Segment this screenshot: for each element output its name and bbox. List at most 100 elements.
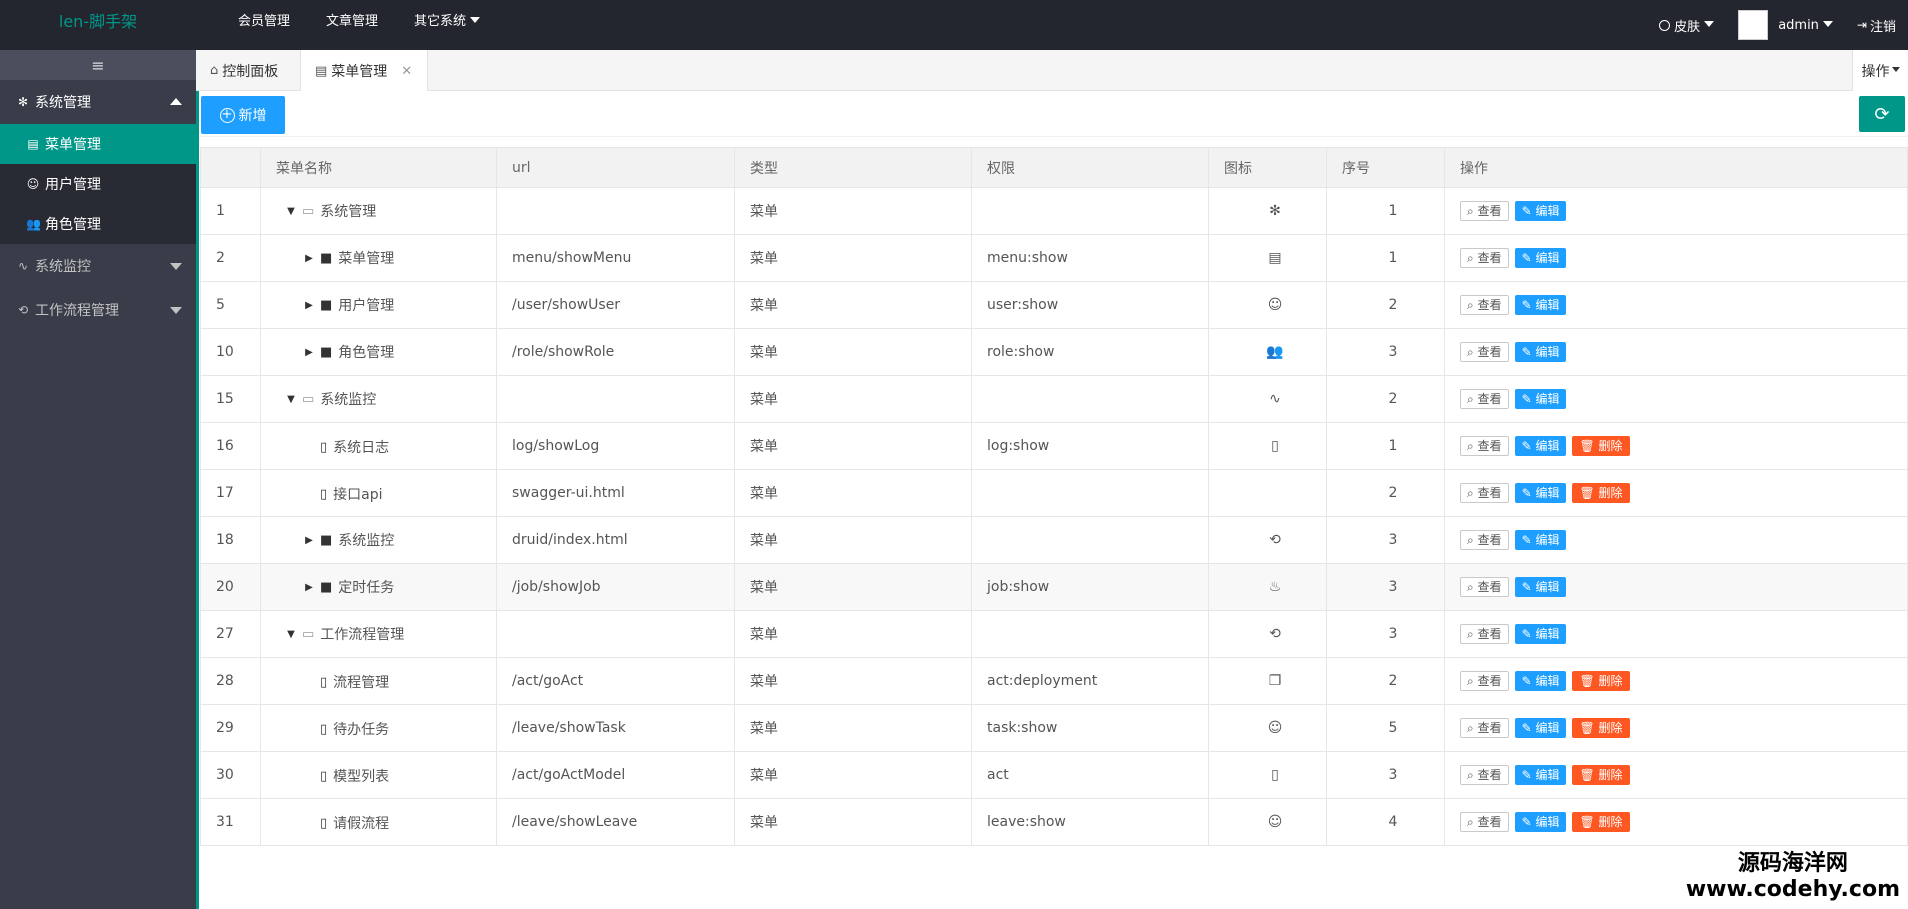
chevron-up-icon bbox=[170, 98, 182, 105]
caret-right-icon[interactable]: ▶ bbox=[305, 581, 313, 593]
edit-button[interactable]: ✎ 编辑 bbox=[1514, 577, 1567, 597]
cell-sort: 2 bbox=[1326, 375, 1445, 423]
refresh-button[interactable]: ⟳ bbox=[1859, 96, 1905, 132]
file-icon: ▯ bbox=[320, 721, 328, 737]
view-button[interactable]: ⌕ 查看 bbox=[1460, 765, 1509, 785]
chevron-down-icon bbox=[170, 307, 182, 314]
nav-article-management[interactable]: 文章管理 bbox=[326, 14, 379, 29]
edit-button[interactable]: ✎ 编辑 bbox=[1514, 436, 1567, 456]
chevron-down-icon bbox=[170, 263, 182, 270]
edit-button[interactable]: ✎ 编辑 bbox=[1514, 483, 1567, 503]
loop-icon: ⟲ bbox=[17, 303, 29, 317]
sidebar-item-menu-management[interactable]: ▤ 菜单管理 bbox=[0, 124, 196, 164]
watermark: 源码海洋网 www.codehy.com bbox=[1686, 851, 1900, 903]
delete-button[interactable]: 🗑 删除 bbox=[1572, 483, 1630, 503]
caret-down-icon[interactable]: ▼ bbox=[287, 628, 295, 640]
cell-permission bbox=[971, 375, 1209, 423]
smile-icon: ☺ bbox=[1267, 720, 1283, 736]
view-button[interactable]: ⌕ 查看 bbox=[1460, 248, 1509, 268]
edit-button-label: 编辑 bbox=[1535, 204, 1560, 218]
tab-operations-menu[interactable]: 操作 bbox=[1852, 50, 1908, 91]
cell-sort: 4 bbox=[1326, 798, 1445, 846]
sidebar-group-workflow[interactable]: ⟲ 工作流程管理 bbox=[0, 288, 196, 332]
view-button-label: 查看 bbox=[1477, 768, 1502, 782]
view-button-label: 查看 bbox=[1477, 580, 1502, 594]
cell-type: 菜单 bbox=[734, 751, 972, 799]
view-button[interactable]: ⌕ 查看 bbox=[1460, 389, 1509, 409]
delete-button[interactable]: 🗑 删除 bbox=[1572, 718, 1630, 738]
close-icon[interactable]: ✕ bbox=[401, 63, 413, 79]
view-button[interactable]: ⌕ 查看 bbox=[1460, 483, 1509, 503]
edit-button[interactable]: ✎ 编辑 bbox=[1514, 671, 1567, 691]
view-button[interactable]: ⌕ 查看 bbox=[1460, 624, 1509, 644]
caret-right-icon[interactable]: ▶ bbox=[305, 346, 313, 358]
view-button[interactable]: ⌕ 查看 bbox=[1460, 295, 1509, 315]
sidebar-group-system-monitor[interactable]: ∿ 系统监控 bbox=[0, 244, 196, 288]
menu-name: 流程管理 bbox=[333, 675, 390, 691]
cell-type: 菜单 bbox=[734, 610, 972, 658]
edit-button[interactable]: ✎ 编辑 bbox=[1514, 389, 1567, 409]
tab-dashboard[interactable]: ⌂ 控制面板 bbox=[196, 50, 300, 91]
sidebar-toggle[interactable]: ≡ bbox=[0, 50, 196, 80]
nav-member-management[interactable]: 会员管理 bbox=[238, 14, 291, 29]
cell-permission: leave:show bbox=[971, 798, 1209, 846]
delete-button[interactable]: 🗑 删除 bbox=[1572, 765, 1630, 785]
tab-menu-management[interactable]: ▤ 菜单管理 ✕ bbox=[300, 50, 428, 92]
sidebar-group-system-management[interactable]: ✻ 系统管理 bbox=[0, 80, 196, 124]
edit-button[interactable]: ✎ 编辑 bbox=[1514, 201, 1567, 221]
menu-name: 角色管理 bbox=[338, 345, 395, 361]
add-button[interactable]: + 新增 bbox=[201, 96, 285, 134]
hamburger-icon: ≡ bbox=[91, 55, 105, 75]
cell-name: ▯ 待办任务 bbox=[260, 704, 497, 752]
nav-other-systems[interactable]: 其它系统 bbox=[396, 0, 498, 44]
cell-name: ▼ ▭ 系统监控 bbox=[260, 375, 497, 423]
skin-menu[interactable]: 皮肤 bbox=[1647, 3, 1726, 47]
cell-actions: ⌕ 查看 ✎ 编辑 🗑 删除 bbox=[1444, 751, 1908, 799]
edit-button-label: 编辑 bbox=[1535, 533, 1560, 547]
delete-button[interactable]: 🗑 删除 bbox=[1572, 671, 1630, 691]
edit-button[interactable]: ✎ 编辑 bbox=[1514, 342, 1567, 362]
view-button[interactable]: ⌕ 查看 bbox=[1460, 812, 1509, 832]
table-row: 10 ▶ ■ 角色管理/role/showRole 菜单 role:show 👥 3 ⌕ 查看 ✎… bbox=[200, 328, 1908, 376]
caret-right-icon[interactable]: ▶ bbox=[305, 252, 313, 264]
cell-type: 菜单 bbox=[734, 187, 972, 235]
sidebar-item-user-management[interactable]: ☺ 用户管理 bbox=[0, 164, 196, 204]
caret-down-icon[interactable]: ▼ bbox=[287, 393, 295, 405]
sidebar-item-label: 用户管理 bbox=[45, 177, 101, 193]
view-button[interactable]: ⌕ 查看 bbox=[1460, 530, 1509, 550]
cell-url: /user/showUser bbox=[496, 281, 735, 329]
cell-actions: ⌕ 查看 ✎ 编辑 🗑 删除 bbox=[1444, 422, 1908, 470]
view-button[interactable]: ⌕ 查看 bbox=[1460, 201, 1509, 221]
tree-node: ▶ ■ 角色管理 bbox=[276, 342, 394, 362]
menu-name: 定时任务 bbox=[338, 580, 395, 596]
view-button[interactable]: ⌕ 查看 bbox=[1460, 718, 1509, 738]
sidebar-item-role-management[interactable]: 👥 角色管理 bbox=[0, 204, 196, 244]
view-button[interactable]: ⌕ 查看 bbox=[1460, 671, 1509, 691]
view-button[interactable]: ⌕ 查看 bbox=[1460, 342, 1509, 362]
cell-actions: ⌕ 查看 ✎ 编辑 bbox=[1444, 375, 1908, 423]
caret-right-icon[interactable]: ▶ bbox=[305, 299, 313, 311]
edit-button[interactable]: ✎ 编辑 bbox=[1514, 812, 1567, 832]
caret-down-icon[interactable]: ▼ bbox=[287, 205, 295, 217]
edit-button[interactable]: ✎ 编辑 bbox=[1514, 718, 1567, 738]
cell-permission bbox=[971, 516, 1209, 564]
cell-sort: 1 bbox=[1326, 422, 1445, 470]
delete-button[interactable]: 🗑 删除 bbox=[1572, 812, 1630, 832]
edit-button[interactable]: ✎ 编辑 bbox=[1514, 248, 1567, 268]
edit-button-label: 编辑 bbox=[1535, 345, 1560, 359]
folder-icon: ■ bbox=[320, 344, 333, 360]
app-logo[interactable]: len-脚手架 bbox=[58, 12, 138, 31]
caret-right-icon[interactable]: ▶ bbox=[305, 534, 313, 546]
cell-id: 17 bbox=[200, 469, 261, 517]
menu-name: 系统监控 bbox=[338, 533, 395, 549]
cell-sort: 1 bbox=[1326, 187, 1445, 235]
logout-button[interactable]: ⇥ 注销 bbox=[1845, 3, 1908, 47]
edit-button[interactable]: ✎ 编辑 bbox=[1514, 765, 1567, 785]
edit-button[interactable]: ✎ 编辑 bbox=[1514, 530, 1567, 550]
delete-button[interactable]: 🗑 删除 bbox=[1572, 436, 1630, 456]
view-button[interactable]: ⌕ 查看 bbox=[1460, 577, 1509, 597]
edit-button[interactable]: ✎ 编辑 bbox=[1514, 295, 1567, 315]
view-button[interactable]: ⌕ 查看 bbox=[1460, 436, 1509, 456]
user-menu[interactable]: admin bbox=[1726, 3, 1845, 47]
edit-button[interactable]: ✎ 编辑 bbox=[1514, 624, 1567, 644]
